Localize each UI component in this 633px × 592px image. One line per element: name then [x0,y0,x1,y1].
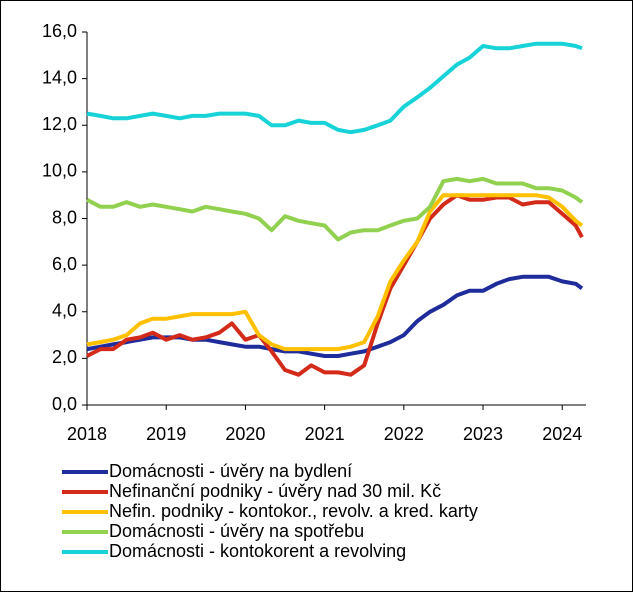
series-line [86,193,584,377]
legend-label: Nefin. podniky - kontokor., revolv. a kr… [109,501,478,521]
legend-label: Domácnosti - kontokorent a revolving [109,541,406,561]
x-tick-label: 2018 [67,424,107,444]
x-tick-label: 2020 [225,424,265,444]
legend-label: Domácnosti - úvěry na bydlení [109,461,352,481]
y-tick-label: 4,0 [52,301,77,321]
x-tick-label: 2022 [384,424,424,444]
legend-label: Nefinanční podniky - úvěry nad 30 mil. K… [109,481,441,501]
x-tick-label: 2024 [542,424,582,444]
y-tick-label: 2,0 [52,347,77,367]
x-tick-label: 2021 [305,424,345,444]
y-tick-label: 16,0 [42,21,77,41]
x-tick-label: 2023 [463,424,503,444]
x-tick-label: 2019 [146,424,186,444]
y-tick-label: 6,0 [52,254,77,274]
y-tick-label: 10,0 [42,161,77,181]
series-line [86,41,583,135]
y-tick-label: 12,0 [42,114,77,134]
series-line [86,193,584,352]
legend-label: Domácnosti - úvěry na spotřebu [109,521,364,541]
y-tick-label: 14,0 [42,67,77,87]
y-tick-label: 0,0 [52,394,77,414]
series-line [86,176,584,242]
y-tick-label: 8,0 [52,207,77,227]
